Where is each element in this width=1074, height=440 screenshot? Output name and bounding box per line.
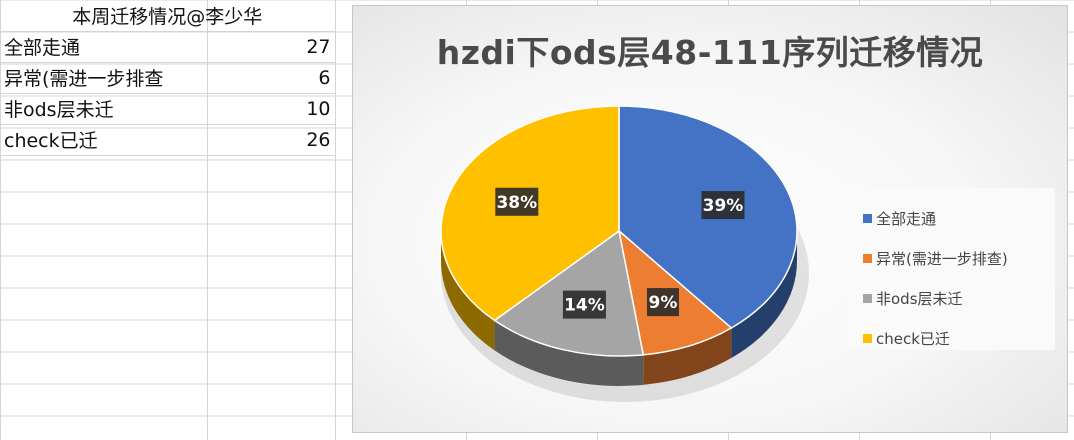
pie-slice-side bbox=[494, 320, 644, 387]
row-value-cell[interactable]: 27 bbox=[207, 31, 336, 63]
column-divider bbox=[207, 0, 208, 440]
row-value-cell[interactable]: 6 bbox=[207, 62, 336, 94]
chart-legend[interactable]: 全部走通异常(需进一步排查) 非ods层未迁 check已迁 bbox=[847, 188, 1055, 350]
table-row: 全部走通 27 bbox=[0, 31, 336, 63]
row-label-cell[interactable]: 全部走通 bbox=[0, 31, 208, 63]
legend-swatch bbox=[863, 333, 872, 343]
data-label: 39% bbox=[703, 196, 744, 216]
data-label-box bbox=[646, 288, 679, 317]
row-label-cell[interactable]: check已迁 bbox=[0, 124, 208, 156]
legend-swatch bbox=[863, 293, 872, 303]
pie-chart-plot: 39% 9% 14% 38% bbox=[440, 105, 809, 402]
data-label-box bbox=[562, 290, 606, 319]
legend-swatch bbox=[863, 253, 872, 263]
legend-label: 异常(需进一步排查) bbox=[876, 249, 1008, 268]
data-table: 本周迁移情况@李少华 全部走通 27 异常(需进一步排查 6 非ods层未迁 1… bbox=[0, 0, 336, 156]
pie-slice-side bbox=[643, 327, 732, 385]
data-label: 38% bbox=[496, 193, 537, 213]
row-label-cell[interactable]: 非ods层未迁 bbox=[0, 93, 208, 125]
legend-swatch bbox=[863, 213, 872, 223]
table-row: 非ods层未迁 10 bbox=[0, 93, 336, 125]
row-value-cell[interactable]: 26 bbox=[207, 124, 336, 156]
column-divider bbox=[335, 0, 336, 440]
legend-label: 全部走通 bbox=[876, 209, 937, 228]
pie-chart[interactable]: hzdi下ods层48-111序列迁移情况 39% 9% 14% 38% 全部走通异常… bbox=[352, 5, 1068, 433]
legend-label: check已迁 bbox=[876, 329, 950, 348]
legend-item[interactable]: 非ods层未迁 bbox=[847, 278, 1055, 318]
row-label-cell[interactable]: 异常(需进一步排查 bbox=[0, 62, 208, 94]
data-label-box bbox=[495, 187, 539, 216]
table-header-cell[interactable]: 本周迁移情况@李少华 bbox=[0, 0, 336, 32]
data-label-box bbox=[701, 191, 745, 220]
data-label: 9% bbox=[649, 293, 678, 313]
table-row: 异常(需进一步排查 6 bbox=[0, 62, 336, 94]
legend-item[interactable]: 全部走通 bbox=[847, 198, 1055, 238]
row-value-cell[interactable]: 10 bbox=[207, 93, 336, 125]
legend-item[interactable]: 异常(需进一步排查) bbox=[847, 238, 1055, 278]
legend-item[interactable]: check已迁 bbox=[847, 318, 1055, 358]
chart-title: hzdi下ods层48-111序列迁移情况 bbox=[436, 33, 984, 72]
pie-slice-side bbox=[731, 231, 797, 358]
pie-slice-side bbox=[441, 231, 495, 351]
table-row: check已迁 26 bbox=[0, 124, 336, 156]
data-label: 14% bbox=[564, 296, 605, 316]
legend-label: 非ods层未迁 bbox=[876, 289, 963, 308]
